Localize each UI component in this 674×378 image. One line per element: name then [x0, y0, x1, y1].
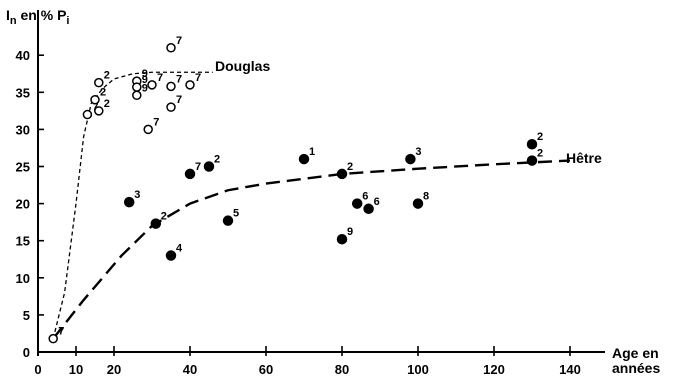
- y-tick-label: 15: [16, 234, 30, 249]
- y-axis-label-sub: n: [10, 15, 17, 27]
- hetre-point: [336, 233, 348, 245]
- hetre-point-label: 2: [347, 161, 353, 173]
- hetre-point-label: 1: [309, 146, 315, 158]
- x-tick-label: 60: [259, 362, 273, 377]
- douglas-point-label: 7: [176, 94, 182, 106]
- hetre-point: [203, 161, 215, 172]
- douglas-point-label: 7: [176, 73, 182, 85]
- hetre-point-label: 6: [374, 196, 380, 208]
- douglas-point-label: 7: [58, 326, 64, 338]
- douglas-point: [94, 106, 104, 116]
- douglas-point-label: 9: [142, 82, 148, 94]
- hetre-point: [184, 168, 196, 180]
- douglas-point: [132, 90, 142, 101]
- x-axis-label-line1: Age en: [612, 345, 659, 361]
- y-tick-label: 30: [16, 122, 30, 137]
- x-tick-label: 80: [335, 362, 349, 377]
- hetre-point: [150, 218, 162, 229]
- douglas-point-label: 9: [142, 74, 148, 86]
- hetre-point-label: 5: [233, 208, 239, 220]
- douglas-point-label: 2: [104, 98, 110, 110]
- douglas-point-label: 7: [195, 72, 201, 84]
- douglas-curve: [52, 71, 213, 339]
- hetre-point-label: 2: [214, 154, 220, 166]
- hetre-point-label: 6: [362, 191, 368, 203]
- douglas-point: [147, 80, 157, 90]
- hetre-point: [526, 138, 538, 150]
- hetre-point-label: 4: [176, 243, 183, 255]
- douglas-point: [166, 102, 176, 112]
- douglas-point: [48, 333, 58, 344]
- hetre-point: [351, 198, 363, 209]
- hetre-point-label: 2: [537, 131, 543, 143]
- y-tick-label: 10: [16, 271, 30, 286]
- hetre-point-label: 2: [537, 148, 543, 160]
- y-tick-label: 20: [16, 197, 30, 212]
- x-tick-label: 40: [183, 362, 197, 377]
- y-axis-label-sub2: i: [66, 15, 69, 27]
- hetre-point: [363, 203, 374, 215]
- x-tick-label: 120: [483, 362, 505, 377]
- douglas-point: [82, 109, 93, 120]
- hetre-point: [165, 250, 177, 261]
- x-tick-label: 20: [107, 362, 121, 377]
- douglas-point: [166, 81, 176, 92]
- douglas-point-label: 7: [153, 116, 159, 128]
- x-tick-label: 100: [407, 362, 429, 377]
- x-axis-label-line2: années: [612, 360, 660, 376]
- hetre-point-label: 3: [415, 146, 421, 158]
- series-label-hetre: Hêtre: [566, 150, 602, 166]
- douglas-point: [132, 82, 142, 92]
- y-axis-label-main: I: [6, 7, 10, 23]
- hetre-point-label: 8: [423, 191, 429, 203]
- douglas-point-label: 7: [157, 72, 163, 84]
- hetre-point-label: 9: [347, 226, 353, 238]
- x-ticks: 0 10 20 40 60 80 100 120 140: [34, 346, 581, 377]
- y-ticks: 0 5 10 15 20 25 30 35 40: [16, 48, 44, 360]
- x-tick-label: 0: [34, 362, 41, 377]
- douglas-point: [94, 77, 104, 88]
- y-tick-label: 25: [16, 160, 30, 175]
- hetre-point: [336, 168, 348, 180]
- hetre-point: [526, 155, 538, 166]
- x-tick-label: 140: [559, 362, 581, 377]
- hetre-point: [298, 153, 310, 165]
- hetre-point: [412, 198, 424, 209]
- douglas-point-label: 9: [142, 68, 148, 80]
- douglas-point: [166, 43, 176, 53]
- hetre-point-label: 3: [134, 189, 140, 201]
- hetre-point: [405, 153, 416, 165]
- y-axis-label-rest: en % P: [17, 7, 67, 23]
- series-label-douglas: Douglas: [215, 58, 270, 74]
- y-axis-label: In en % Pi: [6, 7, 69, 27]
- hetre-point-label: 7: [195, 161, 201, 173]
- y-tick-label: 40: [16, 48, 30, 63]
- axes: [37, 10, 605, 356]
- curves: [52, 71, 571, 340]
- y-tick-label: 0: [23, 345, 30, 360]
- x-tick-label: 10: [69, 362, 83, 377]
- y-tick-label: 35: [16, 85, 30, 100]
- hetre-point: [222, 215, 234, 226]
- douglas-point: [185, 80, 195, 90]
- hetre-curve: [52, 159, 571, 340]
- douglas-point-label: 7: [176, 35, 182, 47]
- douglas-point: [143, 124, 153, 135]
- data-points: 77222999777777324725129663822: [48, 35, 543, 344]
- douglas-point-label: 2: [104, 70, 110, 82]
- hetre-point-label: 2: [161, 211, 167, 223]
- hetre-point: [123, 196, 135, 208]
- y-tick-label: 5: [23, 308, 30, 323]
- douglas-point: [90, 94, 100, 105]
- douglas-point-label: 2: [100, 87, 106, 99]
